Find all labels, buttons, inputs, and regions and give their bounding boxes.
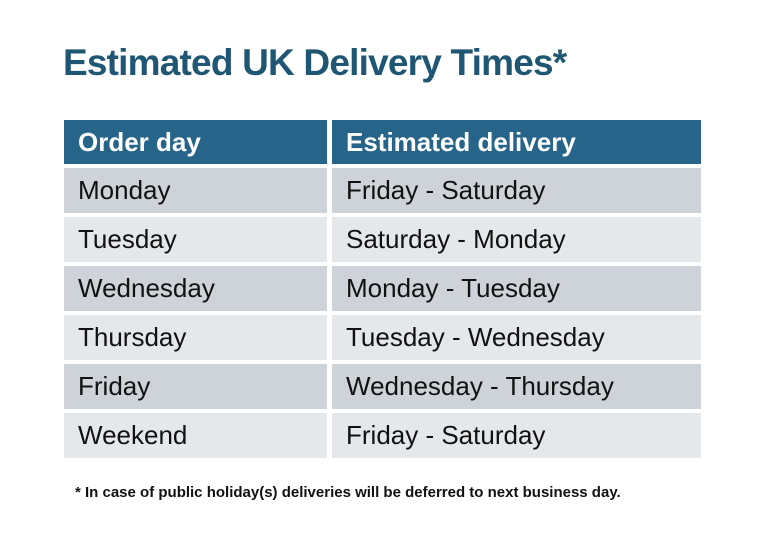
page-title: Estimated UK Delivery Times* <box>63 42 567 83</box>
table-cell-order-day: Thursday <box>64 315 327 360</box>
table-cell-order-day: Tuesday <box>64 217 327 262</box>
table-cell-order-day: Monday <box>64 168 327 213</box>
column-header-estimated-delivery: Estimated delivery <box>332 120 701 164</box>
table-cell-estimated-delivery: Friday - Saturday <box>332 413 701 458</box>
table-cell-order-day: Wednesday <box>64 266 327 311</box>
table-cell-estimated-delivery: Wednesday - Thursday <box>332 364 701 409</box>
public-holiday-footnote: * In case of public holiday(s) deliverie… <box>75 484 621 501</box>
delivery-times-table: Order day Estimated delivery Monday Frid… <box>64 120 701 458</box>
column-header-order-day: Order day <box>64 120 327 164</box>
table-cell-order-day: Friday <box>64 364 327 409</box>
table-cell-order-day: Weekend <box>64 413 327 458</box>
table-cell-estimated-delivery: Tuesday - Wednesday <box>332 315 701 360</box>
table-cell-estimated-delivery: Friday - Saturday <box>332 168 701 213</box>
table-cell-estimated-delivery: Monday - Tuesday <box>332 266 701 311</box>
table-cell-estimated-delivery: Saturday - Monday <box>332 217 701 262</box>
